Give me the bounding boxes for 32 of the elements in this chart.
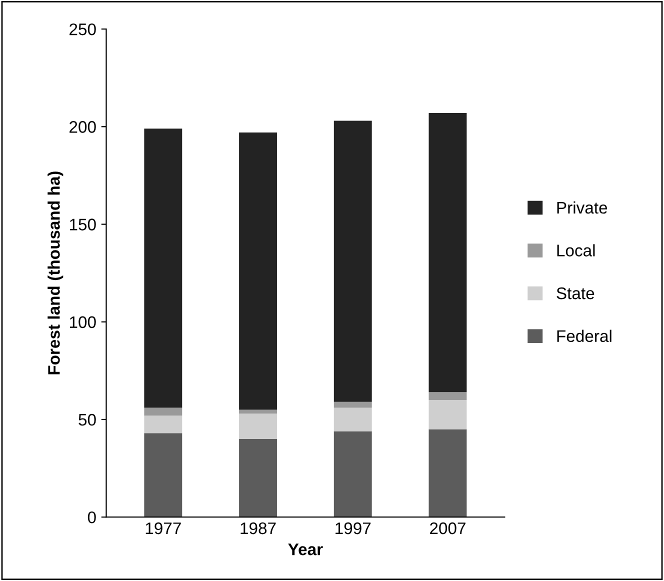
legend-label: Private — [557, 201, 608, 214]
bar — [334, 120, 372, 402]
bar — [334, 408, 372, 432]
y-tick-label: 150 — [70, 218, 96, 230]
bar — [239, 410, 277, 414]
x-tick-label: 1997 — [336, 522, 371, 534]
bar — [239, 414, 277, 440]
bar — [144, 433, 182, 518]
bar — [334, 402, 372, 408]
y-tick-label: 0 — [88, 511, 96, 524]
x-tick-label: 1987 — [240, 522, 276, 534]
bar — [144, 128, 182, 408]
bar — [239, 439, 277, 518]
y-tick-label: 100 — [70, 316, 96, 328]
y-tick-label: 50 — [78, 414, 96, 426]
y-tick-label: 250 — [70, 23, 96, 36]
bar — [428, 392, 467, 400]
x-tick-label: 2007 — [430, 522, 466, 534]
legend-label: State — [556, 287, 594, 300]
bar — [144, 416, 182, 434]
x-axis-title: Year — [288, 544, 323, 556]
bar — [239, 132, 277, 410]
bar — [428, 429, 467, 518]
y-tick-label: 200 — [70, 121, 96, 133]
y-axis-title: Forest land (thousand ha) — [48, 172, 64, 374]
bar — [428, 400, 467, 430]
legend-label: Local — [557, 244, 595, 256]
bar — [144, 408, 182, 416]
legend-label: Federal — [557, 330, 612, 342]
bar — [428, 112, 467, 392]
x-tick-label: 1977 — [146, 522, 181, 534]
bar — [334, 431, 372, 518]
